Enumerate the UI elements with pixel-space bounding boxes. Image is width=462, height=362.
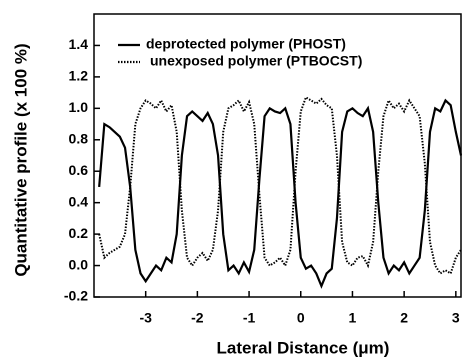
x-tick-label: 0 bbox=[297, 310, 305, 326]
y-tick-label: 1.0 bbox=[69, 99, 89, 115]
series-line bbox=[98, 95, 462, 275]
x-axis-label: Lateral Distance (μm) bbox=[217, 338, 390, 357]
y-tick-label: 1.2 bbox=[69, 68, 89, 84]
legend-label: deprotected polymer (PHOST) bbox=[146, 36, 346, 52]
y-tick-label: 0.4 bbox=[69, 193, 89, 209]
x-tick-label: -2 bbox=[191, 310, 204, 326]
y-tick-label: 0.6 bbox=[69, 162, 89, 178]
x-tick-label: 3 bbox=[452, 310, 460, 326]
y-tick-label: -0.2 bbox=[64, 288, 88, 304]
x-tick-label: 1 bbox=[349, 310, 357, 326]
y-tick-label: 0.0 bbox=[69, 256, 89, 272]
y-tick-label: 0.2 bbox=[69, 225, 89, 241]
x-tick-label: -3 bbox=[139, 310, 152, 326]
y-tick-label: 0.8 bbox=[69, 130, 89, 146]
legend-label: unexposed polymer (PTBOCST) bbox=[150, 53, 362, 69]
y-axis-label: Quantitative profile (x 100 %) bbox=[11, 43, 30, 276]
series-line bbox=[98, 98, 462, 289]
y-tick-label: 1.4 bbox=[69, 36, 89, 52]
x-tick-label: 2 bbox=[400, 310, 408, 326]
x-tick-label: -1 bbox=[243, 310, 256, 326]
